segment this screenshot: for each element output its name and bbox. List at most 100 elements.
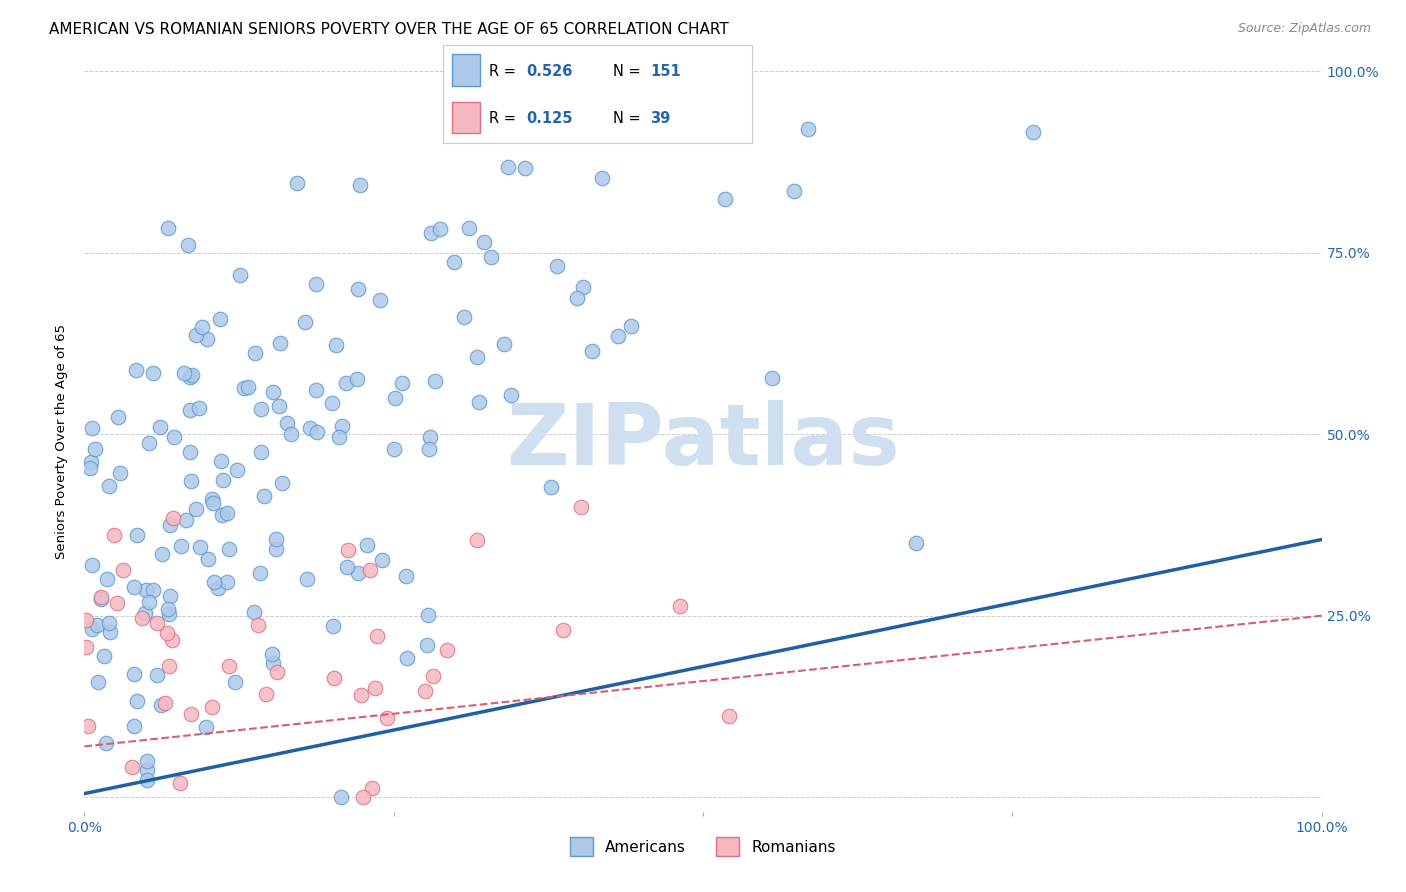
Point bbox=[79, 460, 101, 475]
Point bbox=[159, 517, 181, 532]
Point bbox=[218, 542, 240, 557]
Text: Source: ZipAtlas.com: Source: ZipAtlas.com bbox=[1237, 22, 1371, 36]
Text: N =: N = bbox=[613, 111, 645, 126]
Point bbox=[93, 648, 115, 663]
Point bbox=[136, 763, 159, 777]
Point bbox=[249, 566, 271, 580]
Bar bbox=[453, 102, 479, 133]
Point bbox=[294, 315, 316, 329]
Point bbox=[254, 687, 277, 701]
Point bbox=[243, 605, 266, 619]
Point bbox=[413, 684, 436, 698]
Point bbox=[347, 566, 370, 581]
Point bbox=[195, 332, 218, 346]
Point bbox=[349, 178, 371, 193]
Point bbox=[418, 442, 440, 457]
Point bbox=[797, 122, 820, 136]
Point bbox=[179, 445, 201, 459]
Point bbox=[157, 659, 180, 673]
Point bbox=[346, 282, 368, 296]
Point bbox=[150, 547, 173, 561]
Point bbox=[131, 611, 153, 625]
Bar bbox=[453, 54, 479, 86]
Point bbox=[225, 463, 247, 477]
Point bbox=[356, 538, 378, 552]
Point bbox=[336, 543, 359, 558]
Point bbox=[465, 350, 488, 364]
Point bbox=[269, 335, 291, 350]
Point bbox=[359, 563, 381, 577]
Point bbox=[264, 532, 287, 546]
Point bbox=[429, 222, 451, 236]
Point bbox=[188, 540, 211, 554]
Point bbox=[540, 480, 562, 494]
Legend: Americans, Romanians: Americans, Romanians bbox=[569, 838, 837, 856]
Point bbox=[243, 346, 266, 360]
Point bbox=[335, 560, 357, 574]
Point bbox=[162, 633, 184, 648]
Point bbox=[90, 591, 112, 606]
Point bbox=[360, 781, 382, 796]
Point bbox=[295, 572, 318, 586]
Point bbox=[415, 638, 437, 652]
Point bbox=[304, 383, 326, 397]
Point bbox=[370, 553, 392, 567]
Point bbox=[157, 607, 180, 621]
Point bbox=[264, 541, 287, 556]
Point bbox=[156, 626, 179, 640]
Point bbox=[335, 376, 357, 390]
Point bbox=[187, 401, 209, 416]
Point bbox=[443, 255, 465, 269]
Point bbox=[592, 128, 614, 142]
Point bbox=[100, 625, 122, 640]
Point bbox=[551, 623, 574, 637]
Point bbox=[207, 581, 229, 595]
Point bbox=[96, 572, 118, 586]
Point bbox=[329, 790, 352, 805]
Point bbox=[366, 629, 388, 643]
Point bbox=[546, 260, 568, 274]
Point bbox=[494, 337, 516, 351]
Point bbox=[325, 338, 347, 352]
Point bbox=[419, 226, 441, 240]
Point bbox=[163, 430, 186, 444]
Point bbox=[581, 343, 603, 358]
Text: AMERICAN VS ROMANIAN SENIORS POVERTY OVER THE AGE OF 65 CORRELATION CHART: AMERICAN VS ROMANIAN SENIORS POVERTY OVE… bbox=[49, 22, 728, 37]
Point bbox=[122, 580, 145, 594]
Point bbox=[103, 528, 125, 542]
Point bbox=[382, 442, 405, 456]
Point bbox=[606, 329, 628, 343]
Point bbox=[368, 293, 391, 307]
Point bbox=[669, 599, 692, 613]
Point bbox=[285, 176, 308, 190]
Point bbox=[80, 421, 103, 435]
Text: 39: 39 bbox=[650, 111, 671, 126]
Point bbox=[134, 606, 156, 620]
Text: R =: R = bbox=[489, 63, 520, 78]
Point bbox=[75, 640, 97, 654]
Point bbox=[153, 696, 176, 710]
Point bbox=[121, 760, 143, 774]
Point bbox=[201, 492, 224, 507]
Point bbox=[247, 618, 270, 632]
Point bbox=[111, 563, 134, 577]
Point bbox=[150, 698, 173, 712]
Point bbox=[90, 590, 112, 604]
Point bbox=[498, 160, 520, 174]
Point bbox=[328, 430, 350, 444]
Point bbox=[474, 235, 496, 249]
Point bbox=[271, 475, 294, 490]
Point bbox=[217, 575, 239, 590]
Point bbox=[124, 667, 146, 681]
Point bbox=[262, 384, 284, 399]
Point bbox=[208, 311, 231, 326]
Point bbox=[346, 372, 368, 386]
Text: 0.526: 0.526 bbox=[526, 63, 572, 78]
Point bbox=[250, 444, 273, 458]
Point bbox=[332, 418, 354, 433]
Point bbox=[98, 616, 121, 631]
Point bbox=[98, 479, 121, 493]
Point bbox=[179, 370, 201, 384]
Point bbox=[904, 535, 927, 549]
Point bbox=[108, 467, 131, 481]
